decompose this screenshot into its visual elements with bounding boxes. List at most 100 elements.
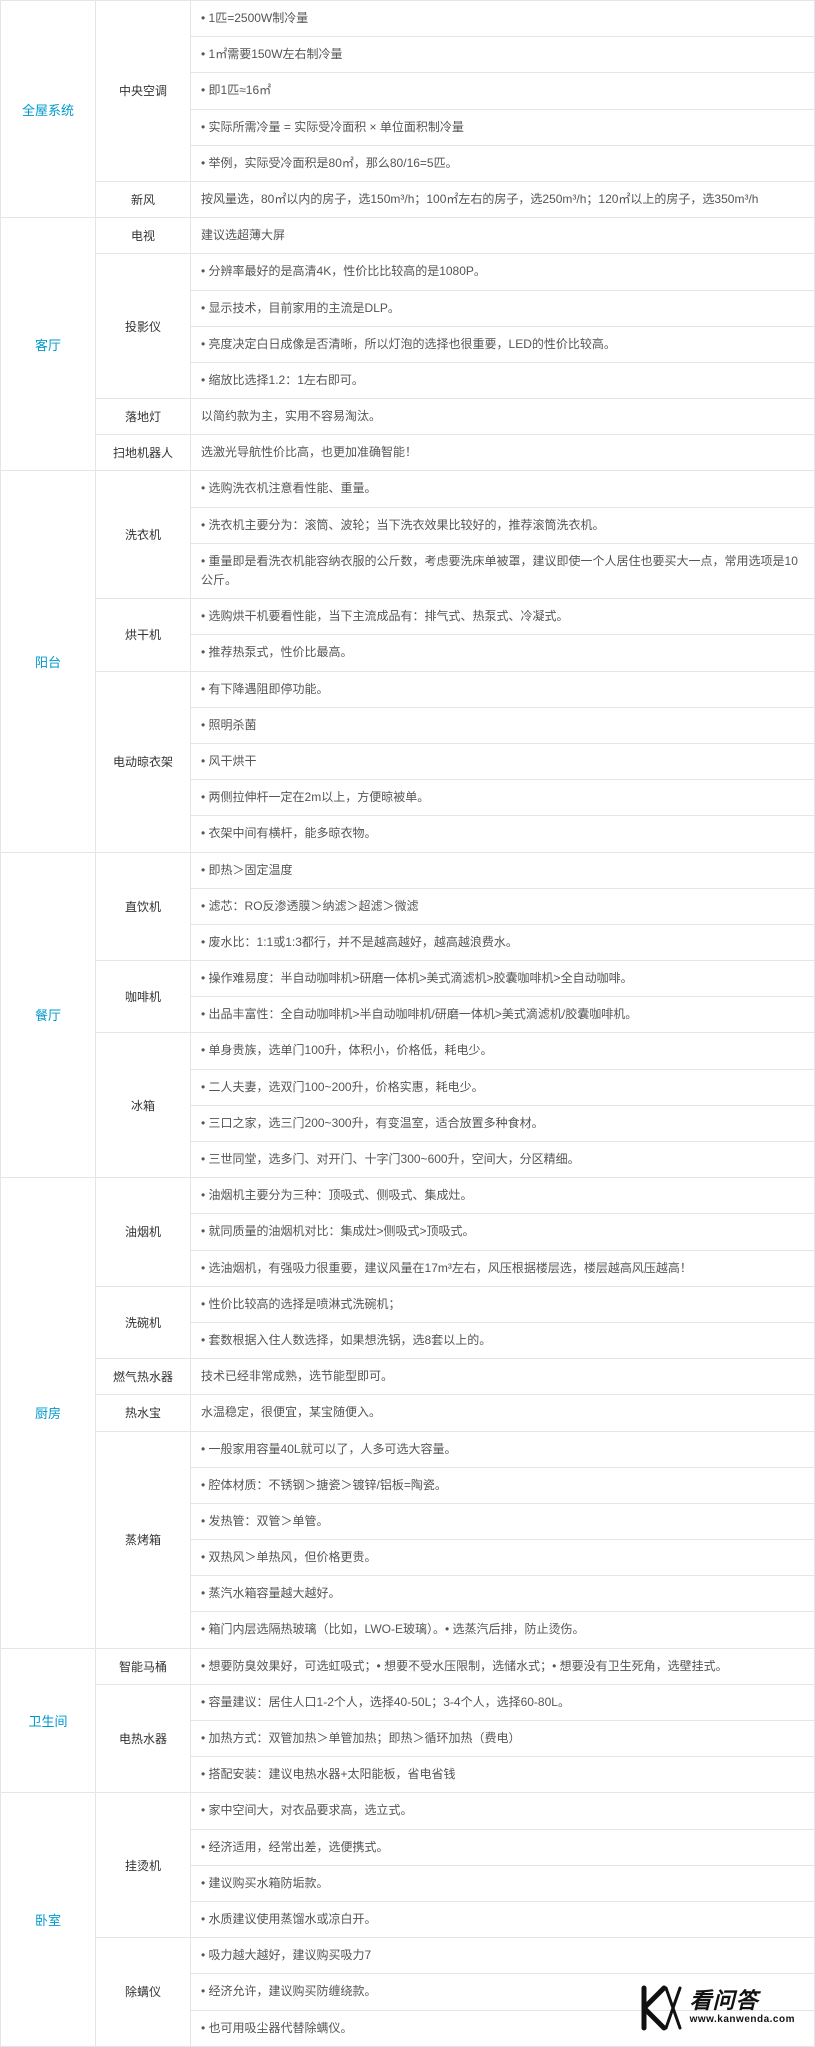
table-row: 新风按风量选，80㎡以内的房子，选150m³/h；100㎡左右的房子，选250m… xyxy=(1,181,815,217)
item-cell: 新风 xyxy=(96,181,191,217)
item-cell: 油烟机 xyxy=(96,1178,191,1287)
desc-cell: • 举例，实际受冷面积是80㎡，那么80/16=5匹。 xyxy=(191,145,815,181)
desc-cell: • 出品丰富性：全自动咖啡机>半自动咖啡机/研磨一体机>美式滴滤机/胶囊咖啡机。 xyxy=(191,997,815,1033)
desc-cell: • 即1匹≈16㎡ xyxy=(191,73,815,109)
desc-cell: • 选购烘干机要看性能，当下主流成品有：排气式、热泵式、冷凝式。 xyxy=(191,599,815,635)
item-cell: 电热水器 xyxy=(96,1684,191,1793)
item-cell: 投影仪 xyxy=(96,254,191,399)
table-row: 投影仪• 分辨率最好的是高清4K，性价比比较高的是1080P。 xyxy=(1,254,815,290)
item-cell: 除螨仪 xyxy=(96,1938,191,2047)
desc-cell: • 亮度决定白日成像是否清晰，所以灯泡的选择也很重要，LED的性价比较高。 xyxy=(191,326,815,362)
desc-cell: • 就同质量的油烟机对比：集成灶>侧吸式>顶吸式。 xyxy=(191,1214,815,1250)
desc-cell: • 性价比较高的选择是喷淋式洗碗机； xyxy=(191,1286,815,1322)
table-row: 除螨仪• 吸力越大越好，建议购买吸力7 xyxy=(1,1938,815,1974)
desc-cell: • 选油烟机，有强吸力很重要，建议风量在17m³左右，风压根据楼层选，楼层越高风… xyxy=(191,1250,815,1286)
category-cell: 厨房 xyxy=(1,1178,96,1648)
item-cell: 咖啡机 xyxy=(96,961,191,1033)
desc-cell: • 缩放比选择1.2：1左右即可。 xyxy=(191,362,815,398)
item-cell: 冰箱 xyxy=(96,1033,191,1178)
item-cell: 智能马桶 xyxy=(96,1648,191,1684)
desc-cell: • 重量即是看洗衣机能容纳衣服的公斤数，考虑要洗床单被罩，建议即使一个人居住也要… xyxy=(191,543,815,598)
table-row: 扫地机器人选激光导航性价比高，也更加准确智能！ xyxy=(1,435,815,471)
desc-cell: • 套数根据入住人数选择，如果想洗锅，选8套以上的。 xyxy=(191,1322,815,1358)
desc-cell: • 想要防臭效果好，可选虹吸式；• 想要不受水压限制，选储水式；• 想要没有卫生… xyxy=(191,1648,815,1684)
table-row: 洗碗机• 性价比较高的选择是喷淋式洗碗机； xyxy=(1,1286,815,1322)
category-cell: 卧室 xyxy=(1,1793,96,2046)
table-row: 烘干机• 选购烘干机要看性能，当下主流成品有：排气式、热泵式、冷凝式。 xyxy=(1,599,815,635)
category-cell: 客厅 xyxy=(1,218,96,471)
desc-cell: 技术已经非常成熟，选节能型即可。 xyxy=(191,1359,815,1395)
desc-cell: • 容量建议：居住人口1-2个人，选择40-50L；3-4个人，选择60-80L… xyxy=(191,1684,815,1720)
desc-cell: • 洗衣机主要分为：滚筒、波轮；当下洗衣效果比较好的，推荐滚筒洗衣机。 xyxy=(191,507,815,543)
table-row: 餐厅直饮机• 即热＞固定温度 xyxy=(1,852,815,888)
item-cell: 扫地机器人 xyxy=(96,435,191,471)
table-row: 电热水器• 容量建议：居住人口1-2个人，选择40-50L；3-4个人，选择60… xyxy=(1,1684,815,1720)
table-row: 燃气热水器技术已经非常成熟，选节能型即可。 xyxy=(1,1359,815,1395)
desc-cell: • 三口之家，选三门200~300升，有变温室，适合放置多种食材。 xyxy=(191,1105,815,1141)
desc-cell: 以简约款为主，实用不容易淘汰。 xyxy=(191,399,815,435)
desc-cell: • 即热＞固定温度 xyxy=(191,852,815,888)
desc-cell: • 经济适用，经常出差，选便携式。 xyxy=(191,1829,815,1865)
desc-cell: • 腔体材质：不锈钢＞搪瓷＞镀锌/铝板=陶瓷。 xyxy=(191,1467,815,1503)
desc-cell: • 推荐热泵式，性价比最高。 xyxy=(191,635,815,671)
desc-cell: • 滤芯：RO反渗透膜＞纳滤＞超滤＞微滤 xyxy=(191,888,815,924)
item-cell: 热水宝 xyxy=(96,1395,191,1431)
table-row: 阳台洗衣机• 选购洗衣机注意看性能、重量。 xyxy=(1,471,815,507)
desc-cell: • 吸力越大越好，建议购买吸力7 xyxy=(191,1938,815,1974)
desc-cell: • 显示技术，目前家用的主流是DLP。 xyxy=(191,290,815,326)
desc-cell: • 选购洗衣机注意看性能、重量。 xyxy=(191,471,815,507)
desc-cell: • 1㎡需要150W左右制冷量 xyxy=(191,37,815,73)
category-cell: 餐厅 xyxy=(1,852,96,1178)
desc-cell: • 操作难易度：半自动咖啡机>研磨一体机>美式滴滤机>胶囊咖啡机>全自动咖啡。 xyxy=(191,961,815,997)
table-row: 卧室挂烫机• 家中空间大，对衣品要求高，选立式。 xyxy=(1,1793,815,1829)
table-row: 热水宝水温稳定，很便宜，某宝随便入。 xyxy=(1,1395,815,1431)
table-row: 厨房油烟机• 油烟机主要分为三种：顶吸式、侧吸式、集成灶。 xyxy=(1,1178,815,1214)
desc-cell: • 风干烘干 xyxy=(191,743,815,779)
desc-cell: • 单身贵族，选单门100升，体积小，价格低，耗电少。 xyxy=(191,1033,815,1069)
category-cell: 全屋系统 xyxy=(1,1,96,218)
table-row: 蒸烤箱• 一般家用容量40L就可以了，人多可选大容量。 xyxy=(1,1431,815,1467)
logo-icon xyxy=(636,1984,684,2032)
desc-cell: • 双热风＞单热风，但价格更贵。 xyxy=(191,1540,815,1576)
desc-cell: • 衣架中间有横杆，能多晾衣物。 xyxy=(191,816,815,852)
desc-cell: • 废水比：1:1或1:3都行，并不是越高越好，越高越浪费水。 xyxy=(191,924,815,960)
desc-cell: • 蒸汽水箱容量越大越好。 xyxy=(191,1576,815,1612)
desc-cell: 选激光导航性价比高，也更加准确智能！ xyxy=(191,435,815,471)
item-cell: 电视 xyxy=(96,218,191,254)
item-cell: 洗衣机 xyxy=(96,471,191,599)
desc-cell: • 分辨率最好的是高清4K，性价比比较高的是1080P。 xyxy=(191,254,815,290)
table-row: 客厅电视建议选超薄大屏 xyxy=(1,218,815,254)
watermark: 看问答 www.kanwenda.com xyxy=(636,1984,795,2032)
item-cell: 燃气热水器 xyxy=(96,1359,191,1395)
desc-cell: • 家中空间大，对衣品要求高，选立式。 xyxy=(191,1793,815,1829)
category-cell: 卫生间 xyxy=(1,1648,96,1793)
desc-cell: 按风量选，80㎡以内的房子，选150m³/h；100㎡左右的房子，选250m³/… xyxy=(191,181,815,217)
desc-cell: • 建议购买水箱防垢款。 xyxy=(191,1865,815,1901)
desc-cell: • 一般家用容量40L就可以了，人多可选大容量。 xyxy=(191,1431,815,1467)
item-cell: 洗碗机 xyxy=(96,1286,191,1358)
category-cell: 阳台 xyxy=(1,471,96,852)
item-cell: 直饮机 xyxy=(96,852,191,961)
desc-cell: • 发热管：双管＞单管。 xyxy=(191,1503,815,1539)
desc-cell: • 搭配安装：建议电热水器+太阳能板，省电省钱 xyxy=(191,1757,815,1793)
desc-cell: 建议选超薄大屏 xyxy=(191,218,815,254)
table-row: 冰箱• 单身贵族，选单门100升，体积小，价格低，耗电少。 xyxy=(1,1033,815,1069)
watermark-url: www.kanwenda.com xyxy=(690,2015,795,2025)
item-cell: 挂烫机 xyxy=(96,1793,191,1938)
desc-cell: • 加热方式：双管加热＞单管加热；即热＞循环加热（费电） xyxy=(191,1721,815,1757)
item-cell: 蒸烤箱 xyxy=(96,1431,191,1648)
item-cell: 烘干机 xyxy=(96,599,191,671)
desc-cell: • 水质建议使用蒸馏水或凉白开。 xyxy=(191,1901,815,1937)
desc-cell: • 1匹=2500W制冷量 xyxy=(191,1,815,37)
desc-cell: • 两侧拉伸杆一定在2m以上，方便晾被单。 xyxy=(191,780,815,816)
table-row: 电动晾衣架• 有下降遇阻即停功能。 xyxy=(1,671,815,707)
item-cell: 电动晾衣架 xyxy=(96,671,191,852)
appliance-guide-table: 全屋系统中央空调• 1匹=2500W制冷量• 1㎡需要150W左右制冷量• 即1… xyxy=(0,0,815,2047)
table-row: 落地灯以简约款为主，实用不容易淘汰。 xyxy=(1,399,815,435)
desc-cell: • 油烟机主要分为三种：顶吸式、侧吸式、集成灶。 xyxy=(191,1178,815,1214)
table-row: 卫生间智能马桶• 想要防臭效果好，可选虹吸式；• 想要不受水压限制，选储水式；•… xyxy=(1,1648,815,1684)
desc-cell: • 三世同堂，选多门、对开门、十字门300~600升，空间大，分区精细。 xyxy=(191,1142,815,1178)
watermark-brand: 看问答 xyxy=(690,1990,795,2012)
desc-cell: • 实际所需冷量 = 实际受冷面积 × 单位面积制冷量 xyxy=(191,109,815,145)
desc-cell: • 有下降遇阻即停功能。 xyxy=(191,671,815,707)
